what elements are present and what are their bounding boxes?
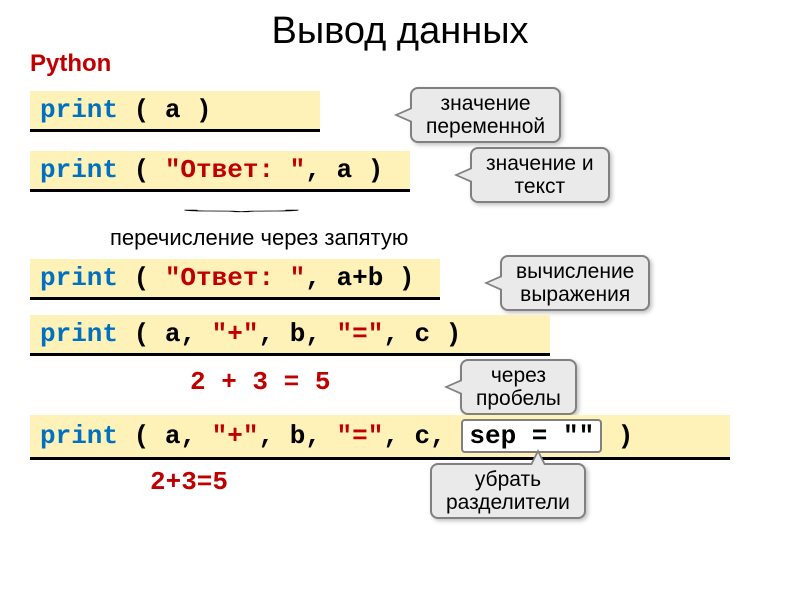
keyword: print <box>40 155 118 185</box>
content-area: print ( a ) значениепеременной print ( "… <box>30 91 770 517</box>
code-box-3: print ( "Ответ: ", a+b ) <box>30 259 440 300</box>
code-box-2: print ( "Ответ: ", a ) <box>30 151 410 192</box>
sep: , <box>258 421 289 451</box>
callout-3: вычислениевыражения <box>500 255 650 311</box>
arg: a <box>165 421 181 451</box>
paren-open: ( <box>118 155 165 185</box>
callout-2: значение итекст <box>470 147 610 203</box>
example-row-1: print ( a ) значениепеременной <box>30 91 770 133</box>
python-label: Python <box>30 50 111 78</box>
callout-tail <box>454 167 472 183</box>
arg-var: a <box>336 155 352 185</box>
arg: a <box>165 319 181 349</box>
callout-tail <box>444 379 462 395</box>
arg-str: "Ответ: " <box>165 155 305 185</box>
sep: , <box>305 263 336 293</box>
arg: "=" <box>337 421 384 451</box>
callout-text: убратьразделители <box>446 468 570 514</box>
sep-box: sep = "" <box>461 419 602 453</box>
sep: , <box>305 155 336 185</box>
example-row-2: print ( "Ответ: ", a ) значение итекст <box>30 151 770 193</box>
keyword: print <box>40 263 118 293</box>
paren-close: ) <box>383 263 414 293</box>
brace-label: перечисление через запятую <box>110 225 408 251</box>
callout-tail <box>394 107 412 123</box>
brace-icon: ⏟ <box>182 200 301 212</box>
callout-text: черезпробелы <box>476 364 561 410</box>
keyword: print <box>40 95 118 125</box>
paren-close: ) <box>602 421 633 451</box>
paren-open: ( <box>118 319 165 349</box>
sep: , <box>180 421 211 451</box>
paren-open: ( <box>118 421 165 451</box>
callout-tail <box>530 449 546 465</box>
paren-close: ) <box>180 95 211 125</box>
arg: a <box>165 95 181 125</box>
arg: "+" <box>212 319 259 349</box>
callout-text: вычислениевыражения <box>516 260 634 306</box>
code-box-1: print ( a ) <box>30 91 320 132</box>
arg: b <box>290 421 306 451</box>
arg-var: a+b <box>336 263 383 293</box>
example-row-5: print ( a, "+", b, "=", c, sep = "" ) <box>30 415 770 457</box>
example-row-4: print ( a, "+", b, "=", c ) <box>30 315 770 357</box>
callout-text: значениепеременной <box>426 92 545 138</box>
arg: b <box>290 319 306 349</box>
sep: , <box>180 319 211 349</box>
code-box-4: print ( a, "+", b, "=", c ) <box>30 315 550 356</box>
keyword: print <box>40 319 118 349</box>
result-2: 2+3=5 <box>150 467 228 497</box>
example-row-3: print ( "Ответ: ", a+b ) вычислениевыраж… <box>30 259 770 301</box>
result-1: 2 + 3 = 5 <box>190 367 330 397</box>
callout-sep: убратьразделители <box>430 463 586 519</box>
result-row-2: 2+3=5 убратьразделители <box>30 467 770 517</box>
arg: c <box>415 421 431 451</box>
arg: "=" <box>337 319 384 349</box>
sep: , <box>305 319 336 349</box>
sep: , <box>258 319 289 349</box>
callout-tail <box>484 275 502 291</box>
sep: , <box>383 319 414 349</box>
paren-close: ) <box>352 155 383 185</box>
code-box-5: print ( a, "+", b, "=", c, sep = "" ) <box>30 415 730 460</box>
sep: , <box>430 421 461 451</box>
slide-title: Вывод данных <box>30 10 770 53</box>
sep: , <box>383 421 414 451</box>
arg: c <box>415 319 431 349</box>
result-row-1: 2 + 3 = 5 черезпробелы <box>30 367 770 407</box>
keyword: print <box>40 421 118 451</box>
paren-close: ) <box>430 319 461 349</box>
arg: "+" <box>212 421 259 451</box>
paren-open: ( <box>118 263 165 293</box>
brace-annotation: ⏟ перечисление через запятую <box>30 203 770 253</box>
callout-text: значение итекст <box>486 152 594 198</box>
paren-open: ( <box>118 95 165 125</box>
callout-spaces: черезпробелы <box>460 359 577 415</box>
callout-1: значениепеременной <box>410 87 561 143</box>
sep: , <box>305 421 336 451</box>
arg-str: "Ответ: " <box>165 263 305 293</box>
